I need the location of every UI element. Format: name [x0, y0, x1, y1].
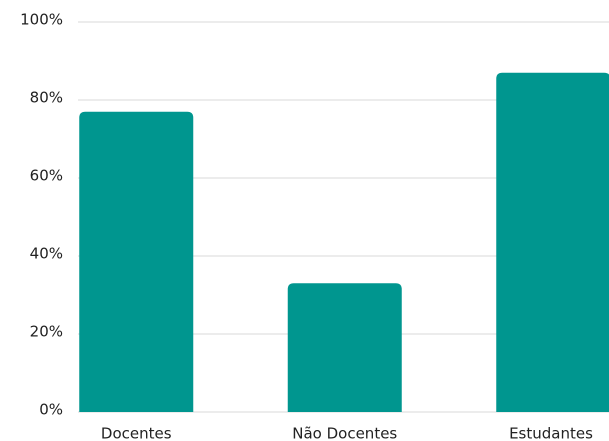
x-tick-label: Docentes: [101, 425, 172, 441]
x-tick-label: Não Docentes: [292, 425, 397, 441]
bar: [287, 283, 402, 412]
bar: [79, 111, 194, 412]
y-tick-label: 0%: [39, 401, 63, 419]
y-tick-label: 80%: [30, 89, 63, 107]
y-tick-label: 100%: [20, 11, 63, 29]
y-tick-label: 40%: [30, 245, 63, 263]
x-tick-label: Estudantes: [509, 425, 593, 441]
y-tick-label: 20%: [30, 323, 63, 341]
y-tick-label: 60%: [30, 167, 63, 185]
bar: [496, 72, 609, 412]
